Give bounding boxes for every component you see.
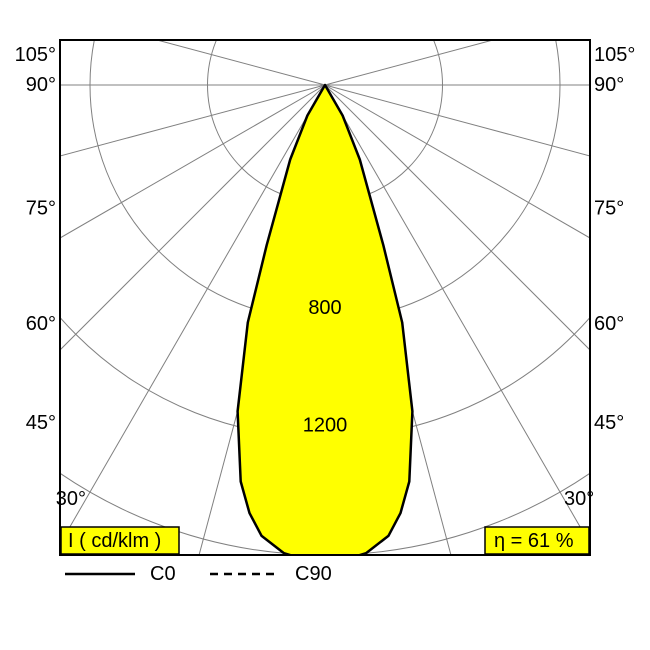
c0-curve: [238, 85, 413, 564]
angle-label-left: 105°: [15, 44, 56, 66]
angle-label-right: 60°: [594, 313, 624, 335]
angle-label-right: 75°: [594, 198, 624, 220]
angle-label-left: 45°: [26, 412, 56, 434]
efficiency-label: η = 61 %: [494, 530, 574, 552]
angle-label-left: 75°: [26, 198, 56, 220]
unit-label: I ( cd/klm ): [68, 530, 161, 552]
angle-label-right: 45°: [594, 412, 624, 434]
angle-label-right: 90°: [594, 74, 624, 96]
photometric-polar-chart: 800120030°30°45°45°60°60°75°75°90°90°105…: [0, 0, 650, 650]
angle-label-left: 60°: [26, 313, 56, 335]
legend-label-c0: C0: [150, 563, 176, 585]
angle-label-left: 90°: [26, 74, 56, 96]
ring-label: 1200: [303, 415, 348, 437]
legend-label-c90: C90: [295, 563, 332, 585]
ring-label: 800: [308, 297, 341, 319]
angle-label-right: 105°: [594, 44, 635, 66]
